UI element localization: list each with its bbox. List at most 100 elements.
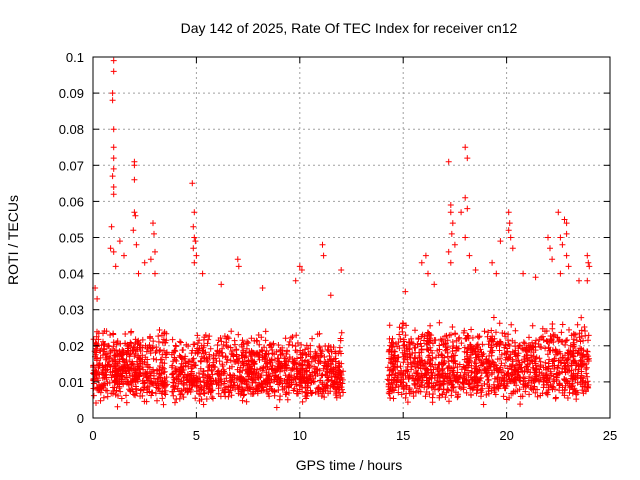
data-point bbox=[443, 332, 450, 339]
data-point bbox=[159, 395, 166, 402]
data-point bbox=[453, 347, 460, 354]
data-point bbox=[436, 392, 443, 399]
data-point bbox=[93, 384, 100, 391]
data-point bbox=[142, 371, 149, 378]
data-point bbox=[204, 357, 211, 364]
data-point bbox=[194, 350, 201, 357]
data-point bbox=[176, 352, 183, 359]
data-point bbox=[92, 367, 99, 374]
data-point bbox=[110, 191, 117, 198]
data-point bbox=[291, 374, 298, 380]
data-point bbox=[335, 350, 342, 357]
data-point bbox=[448, 230, 455, 237]
data-point bbox=[444, 380, 451, 387]
data-point bbox=[436, 371, 443, 378]
data-point bbox=[172, 342, 179, 349]
data-point bbox=[491, 375, 498, 382]
data-point bbox=[108, 374, 115, 381]
data-point bbox=[512, 351, 519, 358]
data-point bbox=[391, 355, 398, 362]
data-point bbox=[177, 354, 184, 360]
data-point bbox=[538, 334, 545, 341]
data-point bbox=[116, 358, 123, 365]
data-point bbox=[335, 360, 342, 366]
data-point bbox=[152, 248, 158, 255]
data-point bbox=[190, 223, 197, 230]
data-point bbox=[562, 369, 569, 376]
data-point bbox=[559, 338, 566, 345]
data-point bbox=[102, 380, 108, 387]
data-point bbox=[427, 347, 434, 354]
data-point bbox=[489, 259, 496, 266]
data-point bbox=[100, 364, 107, 371]
data-point bbox=[386, 367, 393, 374]
data-point bbox=[388, 371, 395, 378]
data-point bbox=[110, 68, 117, 75]
data-point bbox=[90, 336, 97, 343]
data-point bbox=[164, 381, 171, 388]
data-point bbox=[126, 353, 133, 360]
data-point bbox=[328, 348, 335, 355]
data-point bbox=[403, 322, 410, 329]
data-point bbox=[241, 377, 248, 384]
axis-ticks bbox=[92, 56, 611, 419]
data-point bbox=[195, 378, 202, 385]
data-point bbox=[214, 347, 221, 354]
data-point bbox=[403, 367, 409, 374]
data-point bbox=[198, 386, 205, 393]
data-point bbox=[561, 360, 568, 367]
data-point bbox=[419, 382, 426, 389]
data-point bbox=[481, 328, 488, 335]
data-point bbox=[583, 370, 590, 377]
data-point bbox=[578, 368, 585, 375]
data-point bbox=[100, 348, 107, 355]
data-point bbox=[494, 367, 501, 374]
data-point bbox=[487, 363, 494, 370]
data-point bbox=[479, 353, 486, 360]
data-point bbox=[275, 342, 282, 348]
data-point bbox=[565, 347, 572, 354]
data-point bbox=[243, 345, 250, 352]
data-point bbox=[276, 358, 283, 365]
data-point bbox=[471, 369, 478, 376]
data-point bbox=[577, 357, 584, 364]
data-point bbox=[529, 364, 536, 371]
y-tick-label: 0.06 bbox=[59, 194, 84, 209]
data-point bbox=[305, 376, 312, 383]
data-point bbox=[474, 341, 481, 348]
data-point bbox=[528, 354, 535, 361]
data-point bbox=[547, 245, 553, 252]
x-tick-labels: 0 5 10 15 20 25 bbox=[89, 428, 617, 443]
data-point bbox=[269, 341, 275, 348]
data-point bbox=[471, 359, 478, 365]
data-point bbox=[303, 342, 310, 349]
data-point bbox=[440, 336, 446, 343]
data-point bbox=[219, 349, 226, 356]
data-point bbox=[208, 380, 215, 387]
data-point bbox=[217, 393, 224, 400]
data-point bbox=[254, 383, 261, 390]
data-point bbox=[199, 347, 206, 354]
data-point bbox=[426, 339, 433, 346]
data-point bbox=[151, 230, 157, 237]
data-point bbox=[144, 385, 151, 392]
data-point bbox=[178, 366, 185, 373]
data-point bbox=[126, 370, 133, 376]
data-point bbox=[454, 369, 461, 376]
data-point bbox=[390, 366, 397, 373]
data-point bbox=[533, 365, 539, 372]
data-point bbox=[406, 351, 413, 358]
data-point bbox=[309, 335, 316, 342]
data-point bbox=[532, 343, 539, 350]
data-point bbox=[502, 341, 509, 348]
data-point bbox=[517, 393, 524, 400]
data-point bbox=[170, 384, 177, 391]
data-point bbox=[292, 277, 299, 284]
data-point bbox=[445, 158, 452, 165]
data-point bbox=[448, 377, 455, 384]
data-point bbox=[584, 277, 591, 284]
data-point bbox=[322, 359, 329, 365]
data-point bbox=[500, 393, 507, 400]
data-point bbox=[571, 331, 578, 338]
data-point bbox=[436, 319, 443, 326]
